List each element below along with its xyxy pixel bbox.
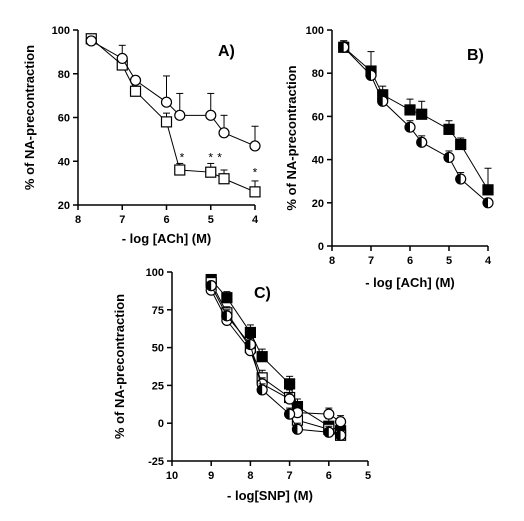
- data-point: [249, 186, 261, 198]
- x-tick-label: 7: [119, 214, 125, 226]
- data-point-fill: [416, 137, 422, 148]
- series-line: [343, 46, 489, 204]
- y-tick-label: 100: [52, 25, 70, 37]
- series-line: [210, 282, 341, 436]
- data-point: [482, 184, 494, 196]
- x-tick-label: 7: [287, 470, 293, 482]
- x-tick-label: 5: [208, 214, 214, 226]
- data-point-fill: [206, 280, 212, 291]
- data-point-fill: [366, 70, 371, 81]
- data-point: [416, 108, 428, 120]
- x-tick-label: 4: [252, 214, 259, 226]
- y-tick-label: 40: [312, 155, 324, 167]
- data-point: [160, 116, 173, 128]
- x-tick-label: 8: [75, 214, 81, 226]
- data-point: [404, 104, 416, 116]
- x-axis-label: - log[SNP] (M): [227, 488, 313, 503]
- y-tick-label: 40: [58, 156, 70, 168]
- data-point: [160, 96, 173, 108]
- data-point-fill: [444, 152, 449, 163]
- data-point-fill: [221, 310, 227, 321]
- significance-star: *: [180, 150, 185, 164]
- y-tick-label: 20: [312, 198, 324, 210]
- data-point: [205, 109, 217, 121]
- y-tick-label: 20: [58, 200, 70, 212]
- x-tick-label: 7: [368, 255, 374, 267]
- data-point: [221, 292, 233, 304]
- y-tick-label: 80: [312, 68, 324, 80]
- data-point: [284, 393, 296, 405]
- y-axis-label: % of NA-precontraction: [22, 45, 37, 190]
- data-point: [218, 127, 230, 139]
- data-point-fill: [483, 197, 488, 208]
- data-point-fill: [405, 122, 410, 133]
- series-line: [90, 38, 256, 193]
- y-tick-label: 80: [58, 69, 70, 81]
- data-point: [205, 166, 217, 178]
- x-tick-label: 6: [407, 255, 413, 267]
- x-tick-label: 8: [329, 255, 335, 267]
- data-point-fill: [245, 339, 251, 350]
- data-point-fill: [377, 96, 383, 107]
- data-point-fill: [338, 42, 344, 53]
- data-point-fill: [257, 384, 263, 395]
- data-point: [443, 123, 455, 135]
- y-tick-label: 60: [312, 111, 324, 123]
- panel-label: A): [218, 43, 235, 60]
- y-tick-label: 0: [158, 418, 164, 430]
- x-tick-label: 6: [163, 214, 169, 226]
- data-point: [284, 378, 296, 390]
- panel-c: 10 9 8 7 6 5 -25 0 25 50 75 100 - log[SNP] (M) % of N…: [112, 267, 371, 503]
- data-point: [249, 140, 261, 152]
- data-point: [129, 85, 142, 97]
- y-tick-label: -25: [148, 456, 164, 468]
- x-axis-label: - log [ACh] (M): [122, 231, 212, 246]
- data-point: [85, 35, 97, 47]
- data-point-fill: [455, 174, 461, 185]
- data-point: [116, 52, 128, 65]
- data-point: [218, 173, 230, 185]
- data-point: [323, 408, 335, 420]
- y-tick-label: 100: [146, 267, 164, 279]
- data-point: [174, 109, 186, 121]
- data-point: [244, 326, 256, 339]
- x-tick-label: 5: [446, 255, 452, 267]
- x-tick-label: 9: [208, 470, 214, 482]
- data-point: [256, 351, 268, 363]
- x-tick-label: 10: [166, 470, 178, 482]
- significance-star: *: [217, 150, 222, 164]
- x-tick-label: 6: [326, 470, 332, 482]
- y-tick-label: 75: [152, 305, 164, 317]
- y-tick-label: 25: [152, 380, 164, 392]
- data-point-fill: [292, 424, 298, 435]
- x-tick-label: 4: [485, 255, 492, 267]
- data-point-fill: [323, 427, 329, 438]
- data-point: [334, 416, 347, 428]
- data-point-fill: [284, 409, 290, 420]
- y-axis-label: % of NA-precontraction: [112, 294, 127, 439]
- y-tick-label: 50: [152, 343, 164, 355]
- data-point: [129, 74, 142, 86]
- panel-label: B): [467, 47, 484, 64]
- y-tick-label: 0: [318, 241, 324, 253]
- y-tick-label: 100: [306, 25, 324, 37]
- significance-star: *: [253, 166, 258, 180]
- panel-label: C): [254, 285, 271, 302]
- x-axis-label: - log [ACh] (M): [365, 275, 455, 290]
- x-tick-label: 5: [365, 470, 371, 482]
- significance-star: *: [208, 150, 213, 164]
- panel-a: 8 7 6 5 4 20 40 60 80 100 - log [ACh] (M) % of NA-p…: [22, 25, 261, 246]
- data-point: [455, 138, 467, 151]
- y-tick-label: 60: [58, 113, 70, 125]
- data-point-fill: [335, 430, 341, 441]
- series-line: [343, 46, 489, 191]
- x-tick-label: 8: [247, 470, 253, 482]
- data-point: [174, 164, 186, 176]
- y-axis-label: % of NA-precontraction: [284, 65, 299, 210]
